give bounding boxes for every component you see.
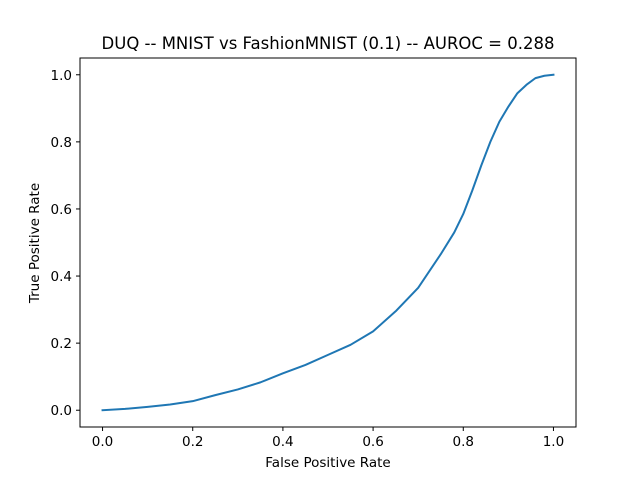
- roc-curve-line: [101, 73, 555, 412]
- axes-frame: [79, 57, 577, 428]
- x-axis-ticks: 0.0 0.2 0.4 0.6 0.8 1.0: [92, 427, 564, 450]
- x-tick-label: 0.2: [182, 434, 203, 450]
- y-tick-label: 1.0: [51, 68, 72, 84]
- x-tick-label: 0.4: [272, 434, 293, 450]
- x-tick-label: 0.8: [453, 434, 474, 450]
- y-tick-label: 0.2: [51, 336, 72, 352]
- y-tick-label: 0.4: [51, 269, 72, 285]
- y-tick-label: 0.8: [51, 135, 72, 151]
- x-tick-label: 1.0: [543, 434, 564, 450]
- chart-title: DUQ -- MNIST vs FashionMNIST (0.1) -- AU…: [102, 34, 555, 53]
- x-tick-label: 0.0: [92, 434, 113, 450]
- plot-area: [79, 57, 577, 428]
- y-axis-ticks: 0.0 0.2 0.4 0.6 0.8 1.0: [51, 68, 80, 419]
- y-tick-label: 0.0: [51, 403, 72, 419]
- x-axis-label: False Positive Rate: [265, 455, 390, 471]
- y-axis-label: True Positive Rate: [27, 183, 43, 304]
- y-tick-label: 0.6: [51, 202, 72, 218]
- x-tick-label: 0.6: [362, 434, 383, 450]
